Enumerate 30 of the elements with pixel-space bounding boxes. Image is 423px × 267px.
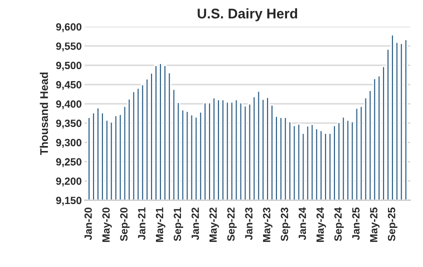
x-tick-label: Sep-21	[174, 207, 184, 242]
y-tick-label: 9,350	[56, 120, 82, 129]
chart-title: U.S. Dairy Herd	[198, 8, 298, 22]
y-tick-label: 9,450	[56, 81, 82, 90]
x-tick-label: May-20	[102, 208, 112, 242]
x-tick-label: Jan-24	[298, 207, 306, 240]
x-tick-label: Sep-24	[334, 207, 344, 242]
x-tick-label: May-24	[316, 207, 326, 242]
x-tick-label: May-25	[370, 207, 380, 242]
y-tick-label: 9,300	[56, 138, 82, 148]
x-tick-label: May-22	[209, 208, 219, 242]
x-tick-label: May-21	[156, 207, 166, 242]
y-axis-title: Thousand Head	[40, 72, 48, 156]
x-tick-label: Jan-21	[138, 207, 146, 240]
y-tick-label: 9,400	[56, 100, 82, 110]
y-tick-label: 9,150	[56, 196, 82, 206]
x-tick-label: Sep-22	[227, 208, 237, 242]
y-tick-label: 9,500	[56, 62, 82, 71]
x-tick-label: Jan-20	[84, 208, 92, 240]
y-tick-label: 9,250	[56, 158, 82, 168]
x-tick-label: Sep-23	[280, 208, 290, 242]
x-tick-label: Jan-25	[352, 207, 360, 240]
y-tick-label: 9,200	[56, 177, 82, 186]
x-tick-label: Jan-22	[192, 208, 199, 240]
x-tick-label: May-23	[262, 208, 272, 242]
y-tick-label: 9,550	[56, 42, 82, 52]
x-tick-label: Sep-25	[388, 207, 398, 242]
x-tick-label: Sep-20	[120, 208, 130, 242]
y-tick-label: 9,600	[56, 23, 82, 32]
x-tick-label: Jan-23	[245, 208, 252, 240]
